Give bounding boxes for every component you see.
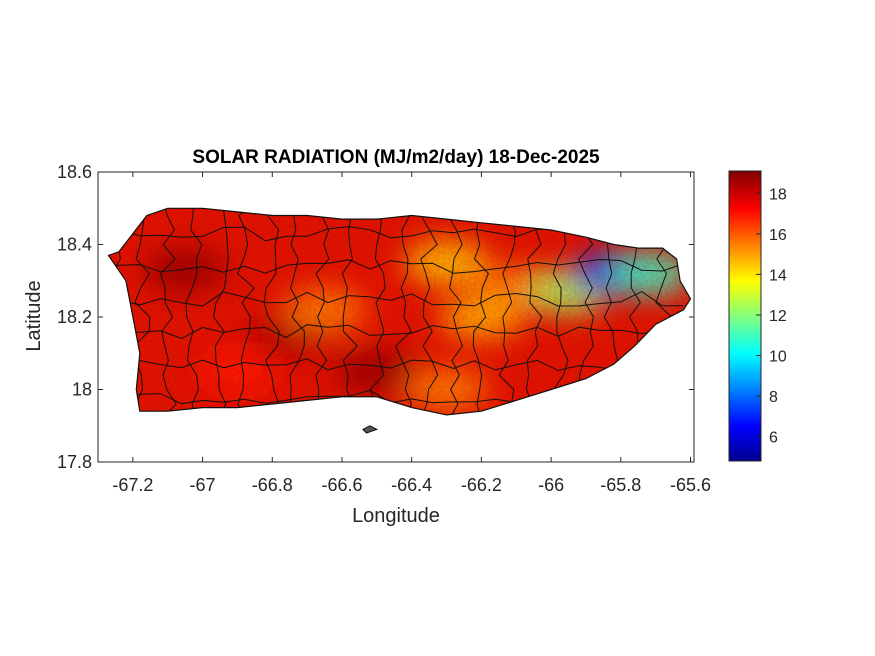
municipality-boundary	[420, 208, 439, 415]
colorbar-tick-label: 8	[769, 389, 778, 406]
colorbar-tick-label: 6	[769, 430, 778, 447]
municipality-boundary	[108, 258, 684, 274]
y-tick-label: 18.4	[57, 235, 92, 255]
colorbar-tick-label: 12	[769, 308, 787, 325]
x-tick-label: -65.8	[600, 475, 641, 495]
x-axis-label: Longitude	[352, 505, 440, 527]
municipality-boundary	[213, 208, 229, 415]
municipality-boundary	[552, 208, 569, 415]
municipality-boundary	[108, 291, 684, 307]
municipality-boundary	[525, 208, 543, 415]
colorbar	[728, 170, 762, 462]
municipality-boundary	[236, 208, 256, 415]
colorbar-tick-label: 16	[769, 227, 787, 244]
municipality-boundary	[108, 358, 684, 372]
x-tick-label: -65.6	[670, 475, 711, 495]
islet	[362, 425, 379, 434]
x-tick-label: -66	[538, 475, 564, 495]
y-tick-label: 17.8	[57, 452, 92, 472]
colorbar-tick-label: 10	[769, 349, 787, 366]
colorbar-tick-label: 14	[769, 267, 787, 284]
x-tick-label: -67.2	[112, 475, 153, 495]
y-axis-ticks: 17.8 18 18.2 18.4 18.6	[57, 162, 694, 472]
y-tick-label: 18	[72, 380, 92, 400]
x-tick-label: -67	[190, 475, 216, 495]
coastline	[107, 207, 692, 416]
y-tick-label: 18.2	[57, 307, 92, 327]
municipality-boundary	[472, 208, 489, 415]
municipality-boundary	[447, 208, 463, 415]
municipality-boundary	[159, 208, 177, 415]
municipality-boundary	[185, 208, 203, 415]
x-tick-label: -66.6	[321, 475, 362, 495]
municipality-boundary	[108, 324, 684, 340]
municipality-boundary	[315, 208, 333, 415]
chart-title: SOLAR RADIATION (MJ/m2/day) 18-Dec-2025	[192, 147, 600, 168]
municipality-boundary	[395, 208, 413, 415]
y-tick-label: 18.6	[57, 162, 92, 182]
x-tick-label: -66.8	[252, 475, 293, 495]
municipality-boundary	[498, 208, 516, 415]
colorbar-ticks: 6 8 10 12 14 16 18	[756, 186, 787, 447]
municipality-boundary	[133, 208, 151, 415]
colorbar-tick-label: 18	[769, 186, 787, 203]
x-tick-label: -66.2	[461, 475, 502, 495]
municipality-boundary	[289, 208, 305, 415]
municipality-boundary	[263, 208, 280, 415]
municipality-boundary	[369, 208, 386, 415]
y-axis-label: Latitude	[23, 280, 45, 351]
municipality-boundary	[341, 208, 359, 415]
x-axis-ticks: -67.2 -67 -66.8 -66.6 -66.4 -66.2 -66 -65.8 -65.…	[112, 172, 711, 495]
x-tick-label: -66.4	[391, 475, 432, 495]
